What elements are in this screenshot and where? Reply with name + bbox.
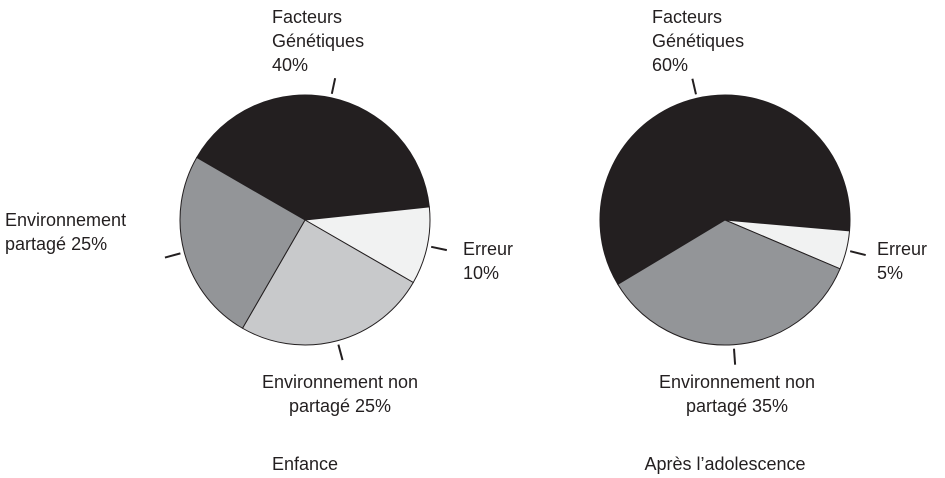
- slice-label: Environnement partagé 25%: [5, 208, 165, 256]
- category-label: Facteurs Génétiques: [652, 7, 745, 51]
- slice-label: Environnement non partagé 25%: [255, 370, 425, 418]
- leader-line: [337, 344, 344, 361]
- leader-line: [430, 245, 448, 252]
- leader-line: [733, 348, 737, 365]
- category-label: Environnement partagé: [5, 210, 127, 254]
- value-label: 60%: [652, 55, 689, 75]
- pie-slice: [241, 219, 414, 346]
- slice-label: Facteurs Génétiques 60%: [652, 5, 762, 77]
- value-label: 40%: [272, 55, 309, 75]
- value-label: 35%: [752, 396, 789, 416]
- category-label: Erreur: [877, 239, 928, 259]
- pie-slice: [179, 156, 306, 329]
- category-label: Environnement non partagé: [261, 372, 419, 416]
- pie-slice: [196, 94, 430, 221]
- category-label: Facteurs Génétiques: [272, 7, 365, 51]
- pie-slice: [303, 206, 431, 284]
- leader-line: [164, 252, 181, 259]
- leader-line: [691, 78, 697, 95]
- leader-line: [849, 250, 866, 257]
- slice-label: Facteurs Génétiques 40%: [272, 5, 382, 77]
- value-label: 10%: [463, 263, 500, 283]
- chart-title: Après l’adolescence: [644, 454, 806, 474]
- chart-title: Enfance: [271, 454, 339, 474]
- value-label: 25%: [355, 396, 392, 416]
- pie-slice: [599, 94, 851, 286]
- category-label: Environnement non partagé: [658, 372, 816, 416]
- slice-label: Environnement non partagé 35%: [652, 370, 822, 418]
- slice-label: Erreur 10%: [463, 237, 523, 285]
- leader-line: [330, 77, 337, 95]
- value-label: 25%: [71, 234, 108, 254]
- category-label: Erreur: [463, 239, 514, 259]
- value-label: 5%: [877, 263, 904, 283]
- slice-label: Erreur 5%: [877, 237, 937, 285]
- pie-slice: [617, 219, 841, 346]
